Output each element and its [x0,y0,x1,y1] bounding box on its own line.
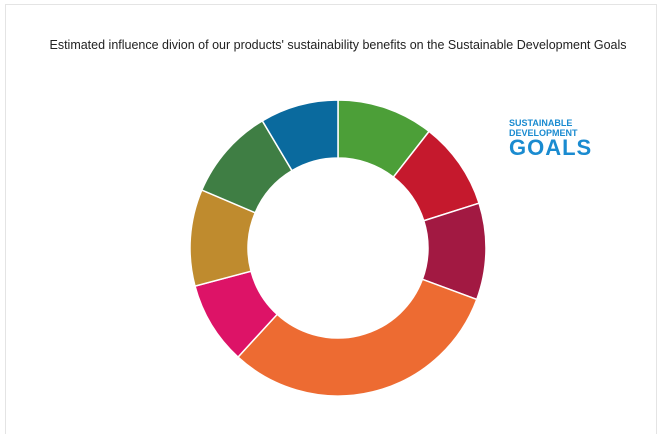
sdg-logo: SUSTAINABLE DEVELOPMENT GOALS [509,118,593,160]
sdg-logo-line3: GOALS [509,135,593,160]
chart-title: Estimated influence divion of our produc… [49,38,627,52]
sdg-logo-line1: SUSTAINABLE [509,118,573,128]
sdg-logo-line2: DEVELOPMENT [509,128,578,138]
donut-slice-4[interactable] [236,278,478,397]
donut-slices [189,99,487,397]
donut-slice-8[interactable] [261,99,339,172]
